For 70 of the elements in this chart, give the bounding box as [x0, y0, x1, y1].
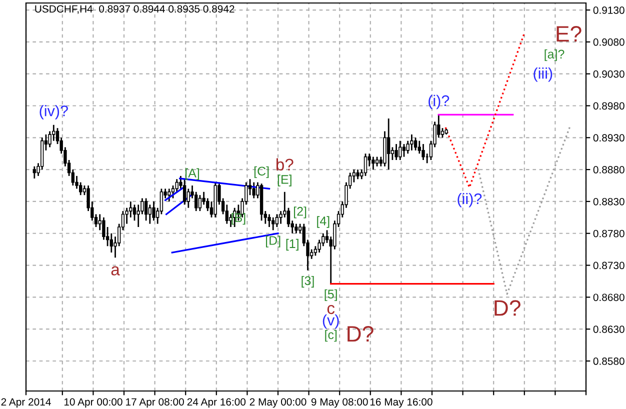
candlestick: [32, 166, 36, 180]
annotation: [c]: [325, 330, 337, 342]
annotation: [5]: [324, 289, 337, 301]
candlestick: [398, 140, 402, 161]
annotation: (v): [322, 314, 339, 329]
x-tick-label: 10 Apr 00:00: [64, 398, 122, 408]
annotation: [C]: [254, 166, 269, 178]
candlestick: [186, 188, 190, 209]
candlestick: [387, 118, 390, 170]
y-tick-label: 0.9080: [593, 38, 624, 46]
candlestick: [268, 214, 271, 228]
candlestick: [422, 143, 425, 161]
annotation: [A]: [186, 168, 199, 180]
x-tick-label: 9 May 08:00: [311, 398, 368, 408]
y-tick-label: 0.8580: [593, 358, 624, 365]
annotation: [E]: [278, 174, 292, 186]
candlestick: [225, 204, 228, 224]
candlestick: [175, 178, 178, 193]
y-tick-label: 0.8830: [593, 198, 624, 206]
x-tick-label: 2 Apr 2014: [1, 398, 51, 408]
candlestick: [394, 143, 398, 161]
annotation: a: [111, 266, 120, 276]
y-tick-label: 0.8730: [593, 262, 624, 270]
x-tick-label: 24 Apr 16:00: [187, 398, 246, 408]
candlestick: [402, 143, 406, 158]
y-tick-label: 0.9030: [593, 70, 624, 78]
annotation: D?: [348, 326, 374, 342]
x-tick-label: 16 May 16:00: [370, 398, 432, 408]
candlestick: [144, 198, 148, 222]
annotation: (iv)?: [40, 105, 68, 120]
candlestick: [410, 134, 414, 152]
annotation: [2]: [294, 206, 306, 218]
annotation: (iii): [534, 68, 552, 82]
candlestick: [364, 152, 368, 177]
candlestick: [110, 232, 113, 254]
candlestick: [440, 127, 444, 138]
candlestick: [294, 223, 298, 234]
annotation: [a]?: [544, 49, 564, 62]
chart-title: USDCHF,H4 0.8937 0.8944 0.8935 0.8942: [35, 5, 234, 14]
annotation: c: [327, 304, 335, 314]
candlestick: [198, 194, 202, 212]
candlestick: [272, 216, 275, 231]
x-tick-label: 17 Apr 08:00: [126, 398, 184, 408]
candlestick: [168, 188, 171, 202]
candlestick: [375, 156, 379, 168]
annotation: D?: [494, 300, 520, 316]
annotation: b?: [276, 158, 294, 171]
candlestick: [148, 204, 152, 224]
candlestick: [275, 214, 279, 228]
annotation: (ii)?: [458, 192, 482, 208]
x-tick-label: 2 May 00:00: [250, 398, 306, 408]
annotation: (i)?: [428, 94, 450, 110]
candlestick: [356, 168, 360, 180]
y-tick-label: 0.8680: [593, 294, 624, 302]
annotation: [1]: [286, 238, 298, 251]
annotation: [3]: [302, 276, 314, 288]
candlestick: [182, 178, 186, 206]
y-tick-label: 0.8930: [593, 134, 624, 142]
candlestick: [252, 182, 256, 199]
candlestick: [152, 200, 156, 222]
annotation: E?: [556, 26, 582, 42]
y-tick-label: 0.8630: [593, 326, 624, 333]
annotation: [D]: [266, 236, 280, 248]
y-tick-label: 0.9130: [593, 6, 624, 14]
y-tick-label: 0.8780: [593, 230, 624, 238]
y-tick-label: 0.8880: [593, 166, 624, 174]
candlestick: [414, 136, 418, 152]
y-tick-label: 0.8980: [593, 102, 624, 110]
annotation: [4]: [317, 216, 330, 228]
candlestick: [372, 156, 375, 170]
